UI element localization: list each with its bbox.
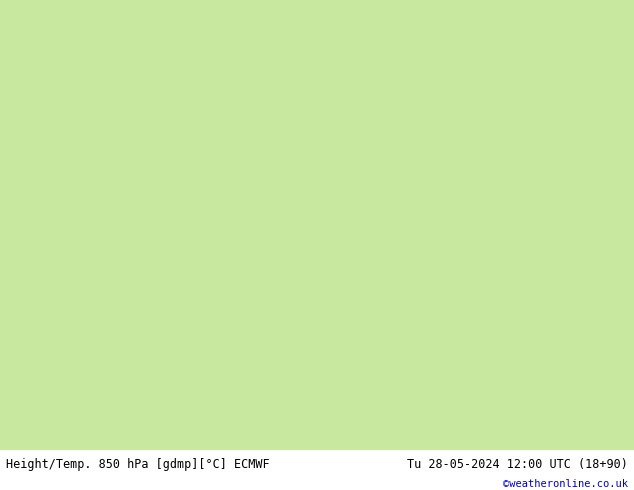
Text: ©weatheronline.co.uk: ©weatheronline.co.uk: [503, 479, 628, 489]
Text: Height/Temp. 850 hPa [gdmp][°C] ECMWF: Height/Temp. 850 hPa [gdmp][°C] ECMWF: [6, 458, 270, 470]
Text: Tu 28-05-2024 12:00 UTC (18+90): Tu 28-05-2024 12:00 UTC (18+90): [407, 458, 628, 470]
